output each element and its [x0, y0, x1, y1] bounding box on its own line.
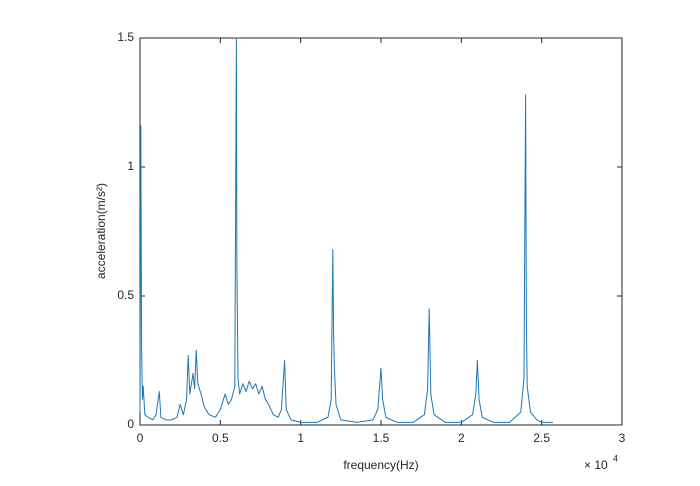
plot-box — [139, 37, 623, 426]
data-line — [139, 37, 553, 423]
x-axis-label: frequency(Hz) — [343, 458, 418, 472]
y-tick-label: 0 — [127, 417, 134, 431]
x-tick-label: 3 — [619, 431, 626, 445]
x-tick-label: 1.5 — [373, 431, 390, 445]
y-tick-label: 0.5 — [117, 288, 134, 302]
y-tick-label: 1.5 — [117, 30, 134, 44]
x-tick-label: 0 — [137, 431, 144, 445]
x-tick-label: 2 — [458, 431, 465, 445]
x-tick-label: 0.5 — [212, 431, 229, 445]
x-tick-label: 2.5 — [533, 431, 550, 445]
y-axis-label: acceleration(m/s²) — [94, 183, 108, 279]
x-scale-base: × 10 — [584, 458, 608, 472]
y-tick-label: 1 — [127, 159, 134, 173]
x-scale-exponent: 4 — [613, 453, 618, 463]
x-tick-label: 1 — [297, 431, 304, 445]
